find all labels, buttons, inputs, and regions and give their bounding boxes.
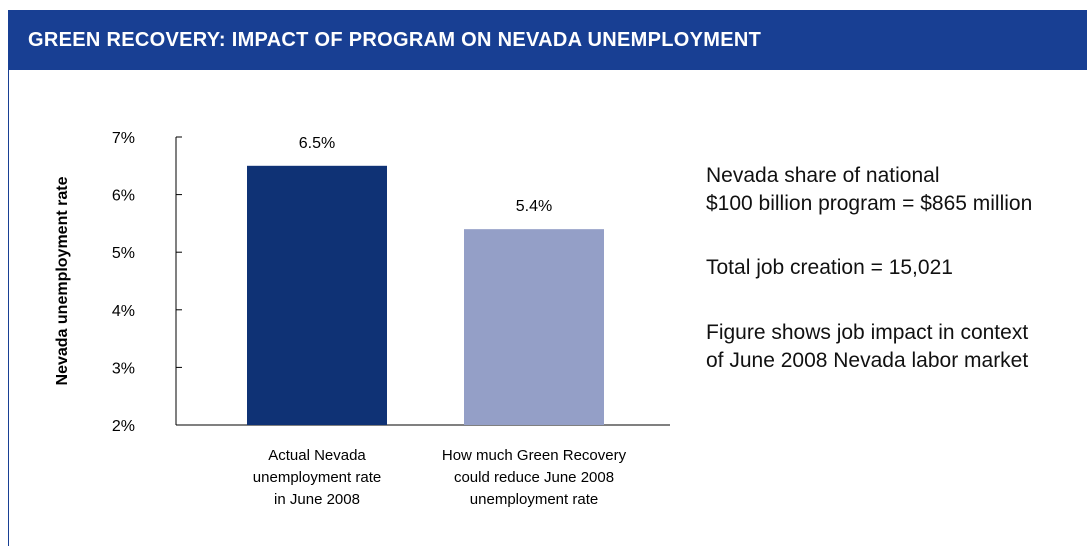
category-label-1-line-0: How much Green Recovery — [442, 447, 627, 464]
chart-title: GREEN RECOVERY: IMPACT OF PROGRAM ON NEV… — [28, 28, 762, 51]
y-axis-title: Nevada unemployment rate — [54, 176, 71, 385]
chart-bars — [247, 165, 604, 426]
job-creation-note: Total job creation = 15,021 — [706, 254, 953, 282]
job-creation-line: Total job creation = 15,021 — [706, 256, 953, 279]
category-label-1-line-1: could reduce June 2008 — [454, 469, 614, 486]
bar-0 — [247, 165, 387, 426]
category-label-0-line-2: in June 2008 — [274, 491, 360, 508]
frame-left-border — [8, 70, 9, 546]
y-tick-label-4: 3% — [112, 360, 135, 377]
context-line-1: Figure shows job impact in context — [706, 321, 1029, 344]
bar-value-label-0: 6.5% — [299, 135, 335, 152]
chart-labels: 6.5% Actual Nevada unemployment rate in Jun… — [253, 135, 627, 508]
y-tick-label-2: 5% — [112, 245, 135, 262]
chart-axes: 7% 6% 5% 4% 3% 2% Nevada unemployment rate — [54, 130, 670, 435]
y-tick-label-1: 6% — [112, 188, 135, 205]
y-tick-label-5: 2% — [112, 418, 135, 435]
category-label-0-line-0: Actual Nevada — [268, 447, 366, 464]
bar-value-label-1: 5.4% — [516, 198, 552, 215]
category-label-1-line-2: unemployment rate — [470, 491, 598, 508]
context-line-2: of June 2008 Nevada labor market — [706, 349, 1029, 372]
y-tick-label-3: 4% — [112, 303, 135, 320]
chart-header: GREEN RECOVERY: IMPACT OF PROGRAM ON NEV… — [8, 10, 1087, 70]
category-label-0-line-1: unemployment rate — [253, 469, 381, 486]
program-share-line-2: $100 billion program = $865 million — [706, 192, 1033, 215]
bar-1 — [464, 229, 604, 425]
program-share-line-1: Nevada share of national — [706, 164, 940, 187]
program-share-note: Nevada share of national $100 billion pr… — [706, 162, 1032, 218]
y-tick-label-0: 7% — [112, 130, 135, 147]
context-note: Figure shows job impact in context of Ju… — [706, 319, 1028, 375]
